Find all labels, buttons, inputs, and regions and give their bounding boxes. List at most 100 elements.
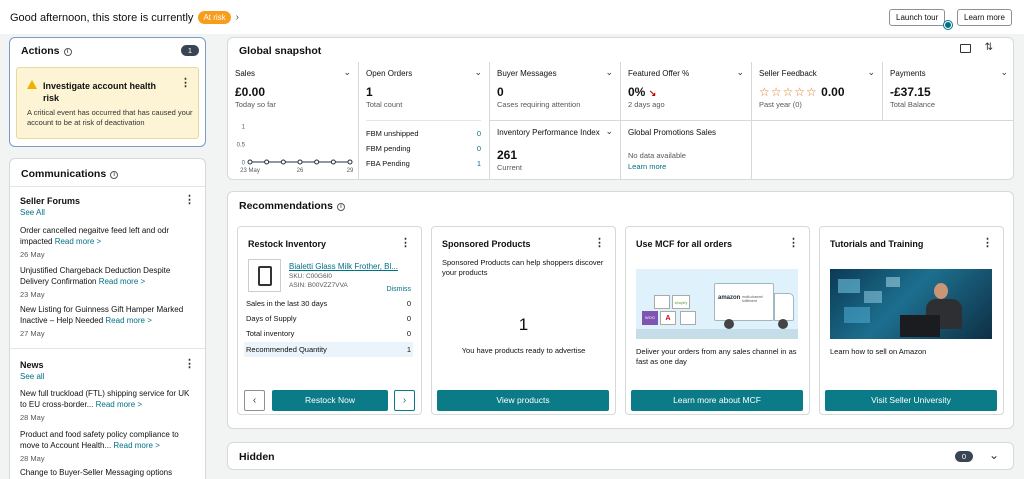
star-rating-icon: ☆☆☆☆☆	[759, 85, 818, 99]
mcf-truck-illustration: amazon multi-channel fulfillment shopify…	[636, 269, 798, 339]
mcf-card: Use MCF for all orders ⋮ amazon multi-ch…	[625, 226, 810, 415]
metric-empty	[752, 121, 1013, 179]
sales-data-point[interactable]	[314, 159, 320, 165]
product-thumbnail	[248, 259, 281, 292]
x-tick-label: 26	[297, 168, 304, 174]
tour-indicator-icon	[944, 21, 952, 29]
x-tick-label: 23 May	[240, 168, 260, 174]
sales-data-point[interactable]	[264, 159, 270, 165]
view-products-button[interactable]: View products	[437, 390, 609, 411]
read-more-link[interactable]: Read more >	[54, 237, 102, 246]
y-tick-label: 0.5	[237, 143, 246, 149]
tutorials-training-card: Tutorials and Training ⋮ Learn how to se…	[819, 226, 1004, 415]
fba-pending-row[interactable]: FBA Pending 1	[366, 159, 481, 168]
recommendations-title: Recommendations i	[239, 200, 345, 212]
hidden-section[interactable]: Hidden 0 ⌄	[227, 442, 1014, 470]
sales-data-point[interactable]	[247, 159, 253, 165]
settings-icon[interactable]: ⇅	[984, 42, 993, 53]
restock-inventory-card: Restock Inventory ⋮ Bialetti Glass Milk …	[237, 226, 422, 415]
tutorials-menu-icon[interactable]: ⋮	[982, 237, 993, 249]
learn-more-mcf-button[interactable]: Learn more about MCF	[631, 390, 803, 411]
metrics-grid: Sales ⌄ £0.00 Today so far 1 0.5 0 23 May 26 2…	[228, 62, 1013, 179]
news-menu-icon[interactable]: ⋮	[184, 358, 195, 370]
restock-menu-icon[interactable]: ⋮	[400, 237, 411, 249]
metric-featured-offer[interactable]: Featured Offer % ⌄ 0% ↘ 2 days ago	[621, 62, 752, 121]
learn-more-button[interactable]: Learn more	[957, 9, 1012, 26]
promotions-learn-more-link[interactable]: Learn more	[628, 162, 667, 171]
list-item: Order cancelled negaitve feed left and o…	[20, 226, 169, 259]
sales-data-point[interactable]	[297, 159, 303, 165]
list-item: Product and food safety policy complianc…	[20, 430, 179, 463]
chevron-down-icon[interactable]: ⌄	[605, 126, 613, 136]
global-snapshot-card: Global snapshot ⇅ Sales ⌄ £0.00 Today so …	[227, 37, 1014, 180]
x-tick-label: 29	[347, 168, 354, 174]
metric-seller-feedback[interactable]: Seller Feedback ⌄ ☆☆☆☆☆ 0.00 Past year (0…	[752, 62, 883, 121]
fbm-pending-row[interactable]: FBM pending 0	[366, 144, 481, 153]
fbm-unshipped-row[interactable]: FBM unshipped 0	[366, 129, 481, 138]
metric-inventory-performance[interactable]: Inventory Performance Index ⌄ 261 Current	[490, 121, 621, 179]
account-health-alert[interactable]: Investigate account health risk ⋮ A crit…	[16, 67, 199, 139]
metric-buyer-messages[interactable]: Buyer Messages ⌄ 0 Cases requiring attent…	[490, 62, 621, 121]
visit-seller-university-button[interactable]: Visit Seller University	[825, 390, 997, 411]
list-item: Unjustified Chargeback Deduction Despite…	[20, 266, 171, 299]
chevron-down-icon[interactable]: ⌄	[1000, 67, 1008, 77]
chevron-down-icon[interactable]: ⌄	[867, 67, 875, 77]
read-more-link[interactable]: Read more >	[113, 441, 160, 450]
tutorials-illustration	[830, 269, 992, 339]
read-more-link[interactable]: Read more >	[105, 316, 152, 325]
y-tick-label: 0	[242, 161, 246, 167]
chevron-down-icon[interactable]: ⌄	[343, 67, 351, 77]
alert-menu-icon[interactable]: ⋮	[180, 77, 191, 89]
list-item: New Listing for Guinness Gift Hamper Mar…	[20, 305, 184, 338]
alert-title: Investigate account health risk	[43, 81, 157, 103]
list-item: New full truckload (FTL) shipping servic…	[20, 389, 190, 422]
actions-count: 1	[180, 45, 199, 56]
alert-body: A critical event has occurred that has c…	[27, 108, 193, 127]
product-link[interactable]: Bialetti Glass Milk Frother, Bl...	[289, 262, 398, 271]
snapshot-title: Global snapshot	[239, 45, 322, 57]
dismiss-link[interactable]: Dismiss	[386, 286, 412, 293]
communications-card: Communications i Seller Forums ⋮ See All …	[9, 158, 206, 479]
metric-global-promotions[interactable]: Global Promotions Sales No data availabl…	[621, 121, 752, 179]
sales-data-point[interactable]	[347, 159, 353, 165]
info-icon[interactable]: i	[110, 171, 119, 179]
trend-down-icon: ↘	[648, 88, 657, 98]
read-more-link[interactable]: Read more >	[98, 277, 146, 286]
table-row: Total inventory 0	[246, 329, 411, 338]
info-icon[interactable]: i	[63, 48, 72, 56]
status-badge[interactable]: At risk	[198, 11, 231, 24]
restock-now-button[interactable]: Restock Now	[272, 390, 388, 411]
actions-title: Actions i	[21, 45, 72, 57]
table-row: Recommended Quantity 1	[244, 342, 413, 357]
chevron-down-icon[interactable]: ⌄	[736, 67, 744, 77]
list-item: Change to Buyer-Seller Messaging options	[20, 468, 173, 477]
metric-payments[interactable]: Payments ⌄ -£37.15 Total Balance	[883, 62, 1013, 121]
mcf-menu-icon[interactable]: ⋮	[788, 237, 799, 249]
launch-tour-button[interactable]: Launch tour	[889, 9, 946, 26]
news-title: News	[20, 360, 44, 370]
metric-sales[interactable]: Sales ⌄ £0.00 Today so far 1 0.5 0 23 May 26 2…	[228, 62, 359, 179]
top-bar: Good afternoon, this store is currently …	[0, 0, 1024, 34]
sales-chart: 1 0.5 023 May 26 29	[237, 125, 354, 175]
carousel-next-button[interactable]: ›	[394, 390, 415, 411]
carousel-prev-button[interactable]: ‹	[244, 390, 265, 411]
products-count: 1	[518, 315, 529, 334]
info-icon[interactable]: i	[336, 203, 345, 211]
sales-data-point[interactable]	[280, 159, 286, 165]
hidden-title: Hidden	[239, 451, 275, 463]
read-more-link[interactable]: Read more >	[95, 400, 143, 409]
news-see-all-link[interactable]: See all	[20, 372, 45, 381]
chevron-down-icon[interactable]: ⌄	[605, 67, 613, 77]
sponsored-products-card: Sponsored Products ⋮ Sponsored Products …	[431, 226, 616, 415]
chevron-down-icon[interactable]: ⌄	[988, 448, 999, 462]
image-view-icon[interactable]	[960, 44, 971, 53]
forums-see-all-link[interactable]: See All	[20, 208, 45, 217]
chevron-down-icon[interactable]: ⌄	[474, 67, 482, 77]
chevron-right-icon[interactable]: ›	[235, 12, 240, 23]
sponsored-menu-icon[interactable]: ⋮	[594, 237, 605, 249]
forums-menu-icon[interactable]: ⋮	[184, 194, 195, 206]
metric-open-orders[interactable]: Open Orders ⌄ 1 Total count FBM unshipped…	[359, 62, 490, 179]
communications-title: Communications i	[21, 168, 119, 180]
actions-card: Actions i 1 Investigate account health ri…	[9, 37, 206, 147]
sales-data-point[interactable]	[330, 159, 336, 165]
